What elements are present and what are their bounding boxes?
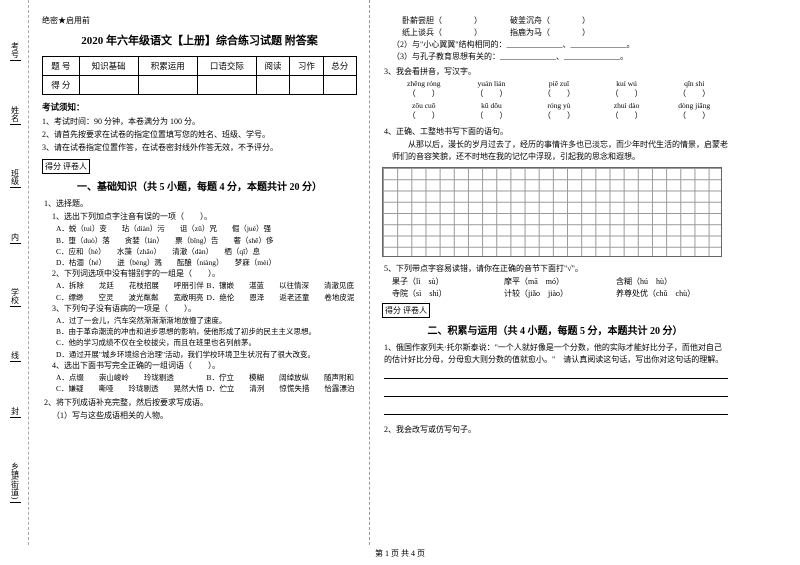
q2-1: （1）写与这些成语相关的人物。 (44, 410, 357, 422)
opt: D．绝伦 恩泽 返老还童 卷地皮泥 (207, 292, 358, 303)
q5r: 计较（jiǎo jiào） (504, 288, 616, 300)
notice-title: 考试须知： (42, 101, 357, 113)
th: 总分 (323, 57, 356, 76)
writing-grid[interactable] (382, 167, 722, 257)
side-mark3: 封 (10, 407, 21, 418)
fold-line (28, 0, 29, 545)
pinyin-block: zhēng róng（ ） yuán lián（ ） piě zuǐ（ ） ku… (382, 79, 728, 123)
section2-title: 二、积累与运用（共 4 小题，每题 5 分，本题共计 20 分） (382, 322, 728, 337)
th: 题 号 (43, 57, 80, 76)
secret-label: 绝密★启用前 (42, 15, 357, 26)
opt: B．堕（duò）落 贪婪（lán） 票（bǐng）告 奢（shē）侈 (56, 235, 357, 246)
q1-1: 1、选出下列加点字注音有误的一项（ ）。 (44, 211, 357, 223)
score-table: 题 号 知识基础 积累运用 口语交际 阅读 习作 总分 得 分 (42, 56, 357, 95)
opt: C．他的学习成绩不仅在全校拔尖，而且在班里也名列前茅。 (56, 337, 357, 348)
score-box2: 得分 评卷人 (382, 303, 430, 318)
th: 习作 (290, 57, 323, 76)
q5: 5、下列带点字容易读错，请你在正确的音节下面打"√"。 (384, 263, 728, 275)
td: 得 分 (43, 76, 80, 95)
opt: D．伫立 清洌 惊慌失措 恰露漂泊 (207, 383, 358, 394)
page-footer: 第 1 页 共 4 页 (0, 545, 800, 562)
rule: 3、请在试卷指定位置作答，在试卷密封线外作答无效，不予评分。 (42, 142, 357, 155)
idiom: 卧薪尝胆（ ） 破釜沉舟（ ） (384, 15, 728, 27)
answer-line[interactable] (384, 405, 728, 415)
q2: 2、将下列成语补充完整，然后按要求写成语。 (44, 397, 357, 409)
opt: C．缥缈 空灵 波光粼粼 宽敞明亮 (56, 292, 207, 303)
q4-text: 从那以后，漫长的岁月过去了，经历的事情许多也已淡忘，而少年时代生活的情景，启蒙老… (384, 139, 728, 163)
opt: A．点缀 崇山峻岭 玲珑剔透 (56, 372, 207, 383)
th: 阅读 (256, 57, 289, 76)
opt: B．佇立 模糊 阔绰放纵 随声附和 (207, 372, 358, 383)
side-xuexiao: 学校 (10, 288, 21, 307)
opt: D．枯涸（hé） 迸（bèng）溅 酝酿（niàng） 梦寐（mèi） (56, 257, 357, 268)
q1-3: 3、下列句子没有语病的一项是（ ）。 (44, 303, 357, 315)
opt: D．通过开展"城乡环境综合治理"活动，我们学校环境卫生状况有了很大改变。 (56, 349, 357, 360)
q5r: 摩平（mā mó） (504, 276, 616, 288)
q1-4: 4、选出下面书写完全正确的一组词语（ ）。 (44, 360, 357, 372)
th: 积累运用 (138, 57, 197, 76)
side-mark2: 线 (10, 351, 21, 362)
idiom: 纸上谈兵（ ） 指鹿为马（ ） (384, 27, 728, 39)
side-banji: 班级 (10, 169, 21, 188)
side-xingming: 姓名 (10, 106, 21, 125)
opt: A．过了一会儿，汽车突然渐渐渐渐地放慢了速度。 (56, 315, 357, 326)
th: 知识基础 (79, 57, 138, 76)
opt: B．镶嵌 湛蓝 以往情深 清澈见底 (207, 280, 358, 291)
q4: 4、正确、工整地书写下面的语句。 (384, 126, 728, 138)
opt: B．由于革命潮流的冲击和进步思想的影响，使他形成了初步的民主主义思想。 (56, 326, 357, 337)
q5r: 养尊处优（chǔ chù） (616, 288, 728, 300)
opt: A．拆除 龙廷 花枝招展 呼朋引伴 (56, 280, 207, 291)
side-kaohao: 考号 (10, 42, 21, 61)
th: 口语交际 (197, 57, 256, 76)
exam-title: 2020 年六年级语文【上册】综合练习试题 附答案 (42, 32, 357, 48)
opt: C．应和（hè） 水藻（zhǎo） 清澈（dàn） 栖（qī）息 (56, 246, 357, 257)
answer-line[interactable] (384, 369, 728, 379)
q1: 1、选择题。 (44, 198, 357, 210)
opt: A．蜕（tuì）变 玷（diàn）污 诅（zǔ）咒 倔（jué）强 (56, 223, 357, 234)
q1-2: 2、下列词选项中没有错别字的一组是（ ）。 (44, 268, 357, 280)
answer-line[interactable] (384, 387, 728, 397)
fill: （3）与孔子教育思想有关的：______________、___________… (384, 51, 728, 63)
fill: （2）与"小心翼翼"结构相同的：______________、_________… (384, 39, 728, 51)
side-xiangzhen: 乡镇(街道) (10, 462, 21, 502)
rule: 1、考试时间：90 分钟，本卷满分为 100 分。 (42, 116, 357, 129)
side-mark: 内 (10, 233, 21, 244)
score-box: 得分 评卷人 (42, 159, 90, 174)
q5r: 含糊（hú hù） (616, 276, 728, 288)
section1-title: 一、基础知识（共 5 小题，每题 4 分，本题共计 20 分） (42, 178, 357, 193)
q5r: 寺院（sì shì） (392, 288, 504, 300)
q5r: 果子（lì sù） (392, 276, 504, 288)
q7: 2、我会改写或仿写句子。 (384, 424, 728, 436)
rule: 2、请首先按要求在试卷的指定位置填写您的姓名、班级、学号。 (42, 129, 357, 142)
q6: 1、俄国作家列夫·托尔斯泰说："一个人就好像是一个分数，他的实际才能好比分子，而… (384, 342, 728, 366)
opt: C．嫌疑 嘶哑 玲珑剔透 晃然大悟 (56, 383, 207, 394)
q3: 3、我会看拼音，写汉字。 (384, 66, 728, 78)
